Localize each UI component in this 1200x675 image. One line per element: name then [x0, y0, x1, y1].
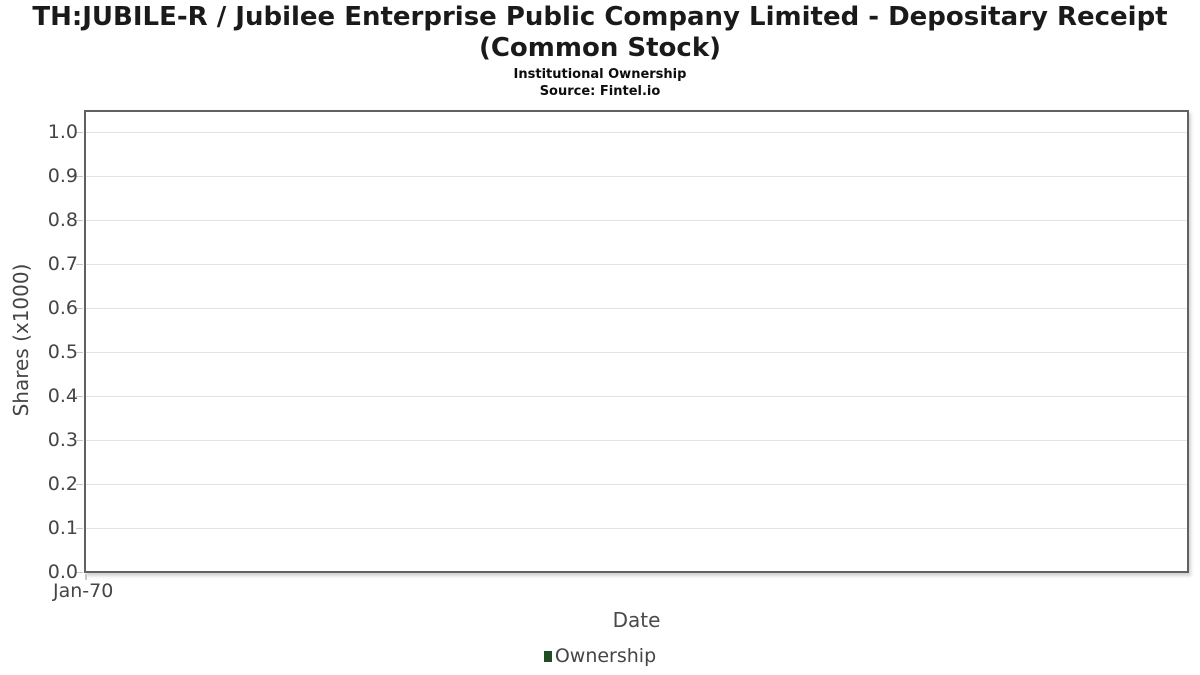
y-tick-mark: [76, 440, 83, 441]
y-tick-mark: [76, 352, 83, 353]
y-axis-label: Shares (x1000): [9, 263, 33, 417]
legend: Ownership: [0, 645, 1200, 667]
y-gridline: [86, 352, 1187, 353]
y-tick-label: 0.4: [47, 385, 78, 407]
y-gridline: [86, 264, 1187, 265]
y-tick-label: 0.6: [47, 297, 78, 319]
x-tick-label: Jan-70: [53, 580, 114, 602]
y-tick-mark: [76, 176, 83, 177]
y-tick-label: 0.3: [47, 429, 78, 451]
chart-title-line-2: (Common Stock): [478, 33, 722, 63]
chart-source-credit: Source: Fintel.io: [539, 84, 661, 99]
y-gridline: [86, 440, 1187, 441]
chart-title-line-1: TH:JUBILE-R / Jubilee Enterprise Public …: [32, 2, 1168, 32]
y-tick-label: 0.8: [47, 209, 78, 231]
y-tick-label: 0.9: [47, 165, 78, 187]
y-gridline: [86, 484, 1187, 485]
y-tick-mark: [76, 572, 83, 573]
y-tick-mark: [76, 264, 83, 265]
legend-label: Ownership: [554, 645, 657, 667]
y-tick-mark: [76, 484, 83, 485]
legend-swatch-icon: [543, 650, 552, 662]
y-tick-label: 0.1: [47, 517, 78, 539]
y-gridline: [86, 528, 1187, 529]
y-tick-label: 0.7: [47, 253, 78, 275]
y-tick-mark: [76, 396, 83, 397]
y-gridline: [86, 176, 1187, 177]
chart-subtitle: Institutional Ownership: [513, 67, 687, 82]
y-tick-mark: [76, 308, 83, 309]
y-gridline: [86, 308, 1187, 309]
y-tick-label: 1.0: [47, 121, 78, 143]
y-tick-label: 0.0: [47, 561, 78, 583]
y-tick-mark: [76, 528, 83, 529]
y-tick-label: 0.5: [47, 341, 78, 363]
y-tick-mark: [76, 220, 83, 221]
plot-area: [84, 110, 1189, 573]
y-tick-mark: [76, 132, 83, 133]
chart-title: TH:JUBILE-R / Jubilee Enterprise Public …: [0, 2, 1200, 64]
y-gridline: [86, 220, 1187, 221]
y-gridline: [86, 132, 1187, 133]
x-axis-label: Date: [612, 608, 661, 632]
y-gridline: [86, 396, 1187, 397]
y-tick-label: 0.2: [47, 473, 78, 495]
x-tick-mark: [85, 574, 87, 580]
